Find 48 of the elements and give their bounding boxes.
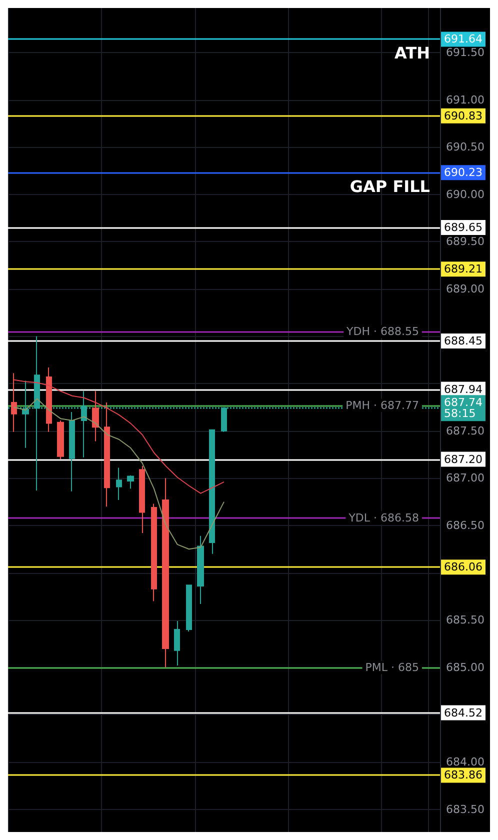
candlestick bbox=[57, 420, 64, 460]
ref-line-label: 688.45 bbox=[444, 334, 482, 348]
candlestick bbox=[139, 465, 145, 534]
y-tick-label: 683.50 bbox=[446, 802, 484, 816]
ref-line-label: 687.94 bbox=[444, 382, 482, 396]
y-tick-label: 685.00 bbox=[446, 660, 484, 674]
ref-line-label: 690.23 bbox=[444, 166, 482, 180]
candlestick bbox=[162, 478, 169, 668]
candlestick bbox=[69, 411, 75, 492]
ref-line-label: 686.06 bbox=[444, 560, 482, 574]
annotation: ATH bbox=[394, 44, 430, 63]
candlestick bbox=[209, 429, 215, 554]
ref-line-label: 690.83 bbox=[444, 109, 482, 122]
ref-line-label: 691.64 bbox=[444, 32, 482, 46]
candlestick bbox=[127, 474, 134, 490]
y-tick-label: 691.00 bbox=[446, 93, 484, 106]
y-tick-label: 691.50 bbox=[446, 46, 484, 59]
candlestick bbox=[104, 402, 110, 508]
candlestick bbox=[197, 535, 204, 605]
y-tick-label: 684.00 bbox=[446, 755, 484, 768]
line-series bbox=[13, 379, 224, 494]
candlestick bbox=[92, 390, 99, 442]
ref-line-label: 687.74 58:15 bbox=[444, 396, 482, 420]
candlestick bbox=[186, 584, 192, 632]
ref-line-label: 689.65 bbox=[444, 220, 482, 234]
annotation: YDL · 686.58 bbox=[348, 511, 419, 524]
y-tick-label: 687.00 bbox=[446, 472, 484, 485]
line-series bbox=[13, 398, 224, 550]
annotation: YDH · 688.55 bbox=[346, 325, 419, 338]
candlestick bbox=[46, 366, 52, 432]
y-tick-label: 690.50 bbox=[446, 140, 484, 154]
y-tick-label: 689.50 bbox=[446, 235, 484, 248]
ref-line-label: 684.52 bbox=[444, 706, 482, 720]
candlestick bbox=[151, 503, 157, 602]
candlestick bbox=[11, 372, 17, 432]
annotation: GAP FILL bbox=[350, 177, 430, 196]
ref-line-label: 683.86 bbox=[444, 768, 482, 782]
y-tick-label: 689.00 bbox=[446, 282, 484, 296]
ref-line-label: 687.20 bbox=[444, 452, 482, 466]
y-tick-label: 687.50 bbox=[446, 424, 484, 438]
annotation: PML · 685 bbox=[365, 660, 419, 674]
y-tick-label: 690.00 bbox=[446, 188, 484, 201]
ref-line-label: 689.21 bbox=[444, 262, 482, 276]
y-tick-label: 686.50 bbox=[446, 518, 484, 532]
candlestick bbox=[174, 620, 180, 666]
candlestick bbox=[116, 467, 122, 500]
y-tick-label: 685.50 bbox=[446, 614, 484, 627]
annotation: PMH · 687.77 bbox=[346, 398, 419, 412]
